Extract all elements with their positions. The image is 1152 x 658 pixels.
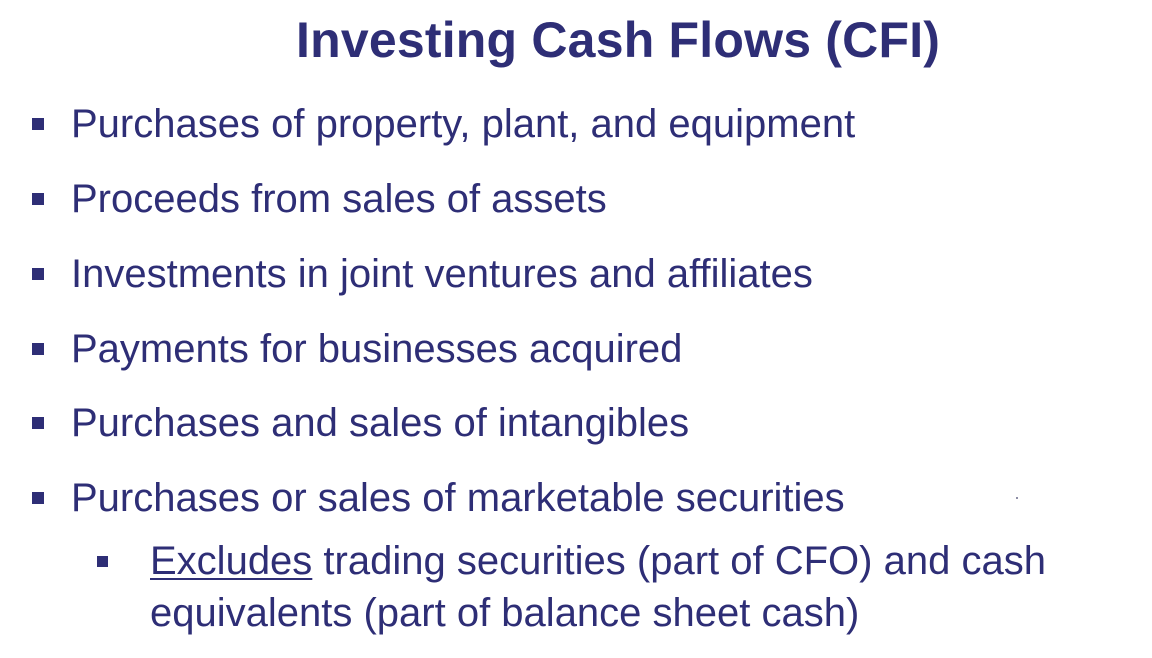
sub-bullet-text: Excludes trading securities (part of CFO…: [150, 535, 1150, 639]
emphasis-text: Excludes: [150, 539, 313, 583]
bullet-text: Proceeds from sales of assets: [71, 177, 607, 221]
square-bullet-icon: [32, 118, 44, 130]
square-bullet-icon: [32, 492, 44, 504]
stray-dot: [1016, 497, 1018, 499]
sub-bullet-line2: equivalents (part of balance sheet cash): [150, 591, 860, 635]
bullet-text: Purchases or sales of marketable securit…: [71, 476, 845, 520]
bullet-text: Investments in joint ventures and affili…: [71, 252, 813, 296]
square-bullet-icon: [32, 343, 44, 355]
bullet-text: Payments for businesses acquired: [71, 327, 683, 371]
bullet-text: Purchases of property, plant, and equipm…: [71, 102, 856, 146]
square-bullet-icon: [32, 268, 44, 280]
slide-title: Investing Cash Flows (CFI): [296, 12, 941, 68]
square-bullet-icon: [32, 417, 44, 429]
square-bullet-icon: [32, 193, 44, 205]
bullet-text: Purchases and sales of intangibles: [71, 401, 690, 445]
square-bullet-icon: [97, 556, 108, 567]
sub-bullet-line1: trading securities (part of CFO) and cas…: [312, 539, 1046, 583]
